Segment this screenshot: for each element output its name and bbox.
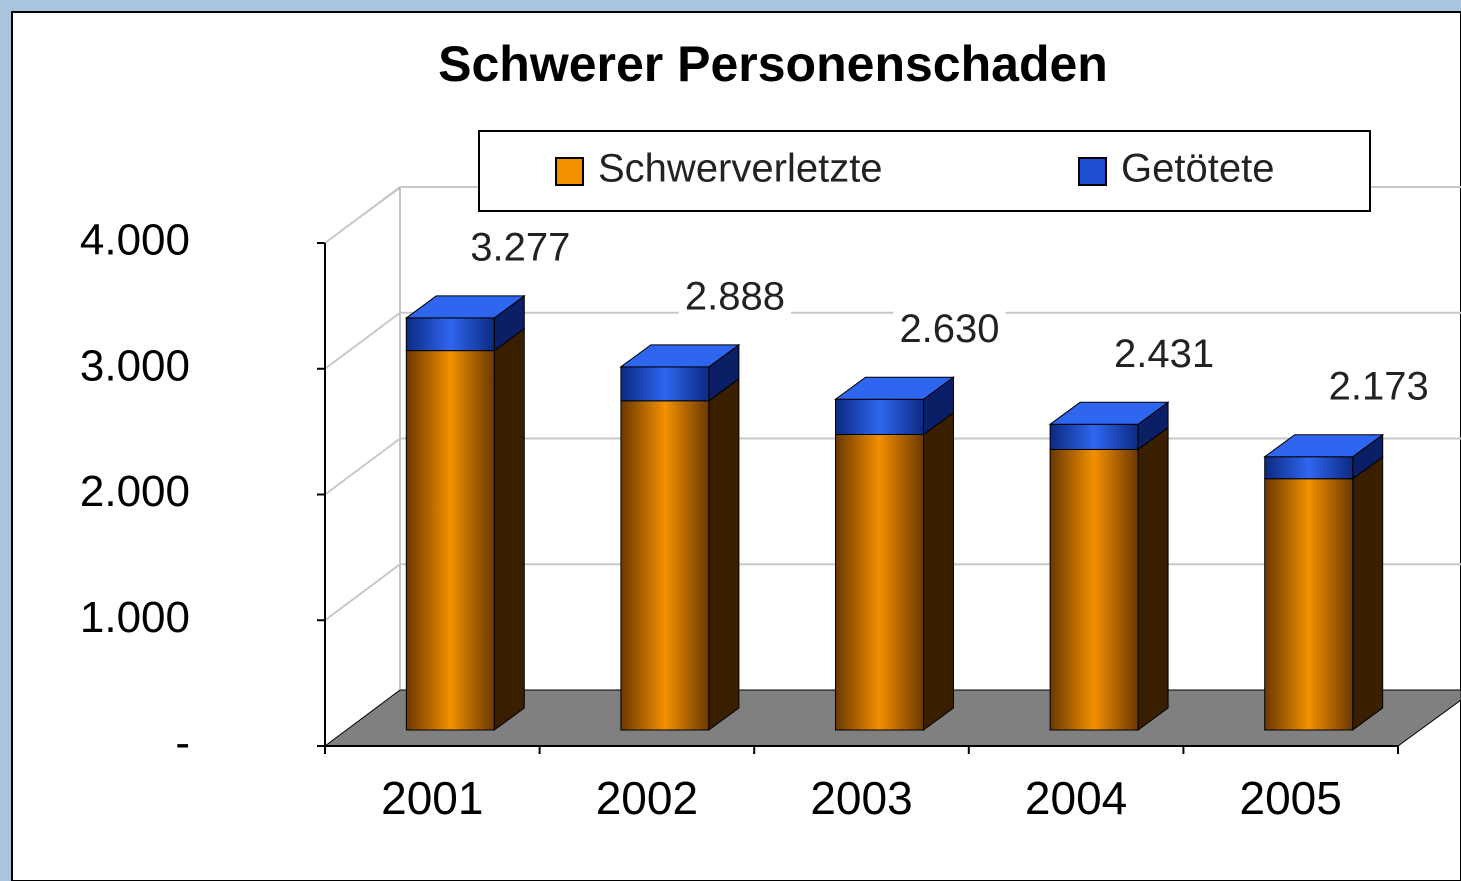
bar-top: [619, 344, 741, 368]
legend-swatch: [1078, 157, 1107, 186]
legend-swatch: [555, 157, 584, 186]
label-bg: [1322, 364, 1435, 409]
y-tick-label: -: [175, 719, 190, 768]
total-label: 3.277: [470, 225, 570, 269]
bar-top: [833, 376, 956, 400]
x-tick-label: 2003: [810, 772, 912, 824]
bar-side: [493, 327, 525, 731]
total-label: 2.630: [899, 307, 999, 351]
bar: [1264, 478, 1354, 731]
bar: [620, 366, 710, 402]
label-bg: [464, 225, 577, 270]
y-tick-label: 4.000: [80, 216, 190, 265]
legend-label: Getötete: [1121, 147, 1274, 191]
bar-side: [922, 411, 954, 731]
x-tick-label: 2004: [1025, 772, 1127, 824]
bar: [405, 350, 495, 731]
bar: [835, 433, 924, 731]
label-bg: [893, 306, 1006, 351]
bar-side: [708, 377, 740, 731]
bar: [1049, 448, 1139, 731]
bar-side: [1352, 455, 1384, 731]
bar: [835, 398, 924, 435]
legend-box: [478, 130, 1371, 212]
bar: [1049, 423, 1139, 450]
bar-top: [404, 295, 526, 319]
x-tick-label: 2002: [596, 772, 698, 824]
bar: [620, 400, 710, 731]
total-label: 2.173: [1329, 364, 1429, 408]
y-tick-label: 3.000: [80, 341, 190, 390]
bar-top: [1263, 434, 1385, 458]
bar-side: [1137, 426, 1169, 731]
y-tick-label: 2.000: [80, 467, 190, 516]
x-tick-label: 2001: [381, 772, 483, 824]
bar-top: [1048, 401, 1170, 425]
chart-title: Schwerer Personenschaden: [438, 36, 1108, 92]
total-label: 2.888: [685, 274, 785, 318]
bar: [405, 317, 495, 352]
legend-label: Schwerverletzte: [598, 147, 883, 191]
y-tick-label: 1.000: [80, 593, 190, 642]
bar: [1264, 456, 1354, 480]
grid-line: [324, 311, 1461, 370]
x-tick-label: 2005: [1240, 772, 1342, 824]
label-bg: [1108, 331, 1221, 376]
total-label: 2.431: [1114, 332, 1214, 376]
label-bg: [678, 274, 791, 319]
